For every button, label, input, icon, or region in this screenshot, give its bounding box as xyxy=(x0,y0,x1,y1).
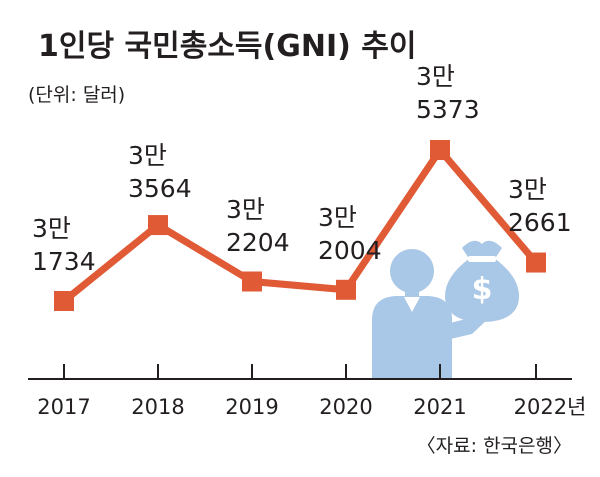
data-label-prefix: 3만 xyxy=(32,214,71,243)
unit-label: (단위: 달러) xyxy=(28,84,125,106)
data-label-value: 5373 xyxy=(416,95,480,124)
data-point-marker xyxy=(54,291,74,311)
x-axis-ticks xyxy=(63,364,537,379)
x-tick-label: 2018 xyxy=(131,395,184,419)
data-label-value: 3564 xyxy=(128,174,192,203)
data-point-marker xyxy=(526,252,546,273)
data-point-marker xyxy=(242,271,262,292)
data-label-prefix: 3만 xyxy=(318,203,357,232)
dollar-bag-icon: $ xyxy=(445,240,519,322)
x-tick-label: 2021 xyxy=(413,395,466,419)
x-tick-label: 2020 xyxy=(319,395,372,419)
data-label-value: 1734 xyxy=(32,247,96,276)
data-labels: 3만 1734 3만 3564 3만 2204 3만 2004 3만 5373 3만 2661 xyxy=(32,62,572,276)
x-tick-label: 2022년 xyxy=(514,395,587,419)
data-label-prefix: 3만 xyxy=(416,62,455,91)
data-label-value: 2004 xyxy=(318,236,382,265)
data-label-prefix: 3만 xyxy=(128,141,167,170)
data-label-prefix: 3만 xyxy=(226,195,265,224)
data-point-marker xyxy=(430,140,450,160)
data-label-prefix: 3만 xyxy=(508,175,547,204)
x-axis-tick-labels: 2017 2018 2019 2020 2021 2022년 xyxy=(37,395,586,419)
data-markers xyxy=(54,140,546,311)
data-label-value: 2661 xyxy=(508,208,572,237)
x-tick-label: 2017 xyxy=(37,395,90,419)
svg-text:$: $ xyxy=(472,272,493,307)
source-label: 〈자료: 한국은행〉 xyxy=(417,435,572,457)
chart-title: 1인당 국민총소득(GNI) 추이 xyxy=(38,29,416,64)
gni-series-line xyxy=(61,144,539,304)
data-point-marker xyxy=(148,215,168,236)
x-tick-label: 2019 xyxy=(225,395,278,419)
data-label-value: 2204 xyxy=(226,228,290,257)
money-man-illustration: $ xyxy=(372,240,519,378)
data-point-marker xyxy=(336,279,356,300)
